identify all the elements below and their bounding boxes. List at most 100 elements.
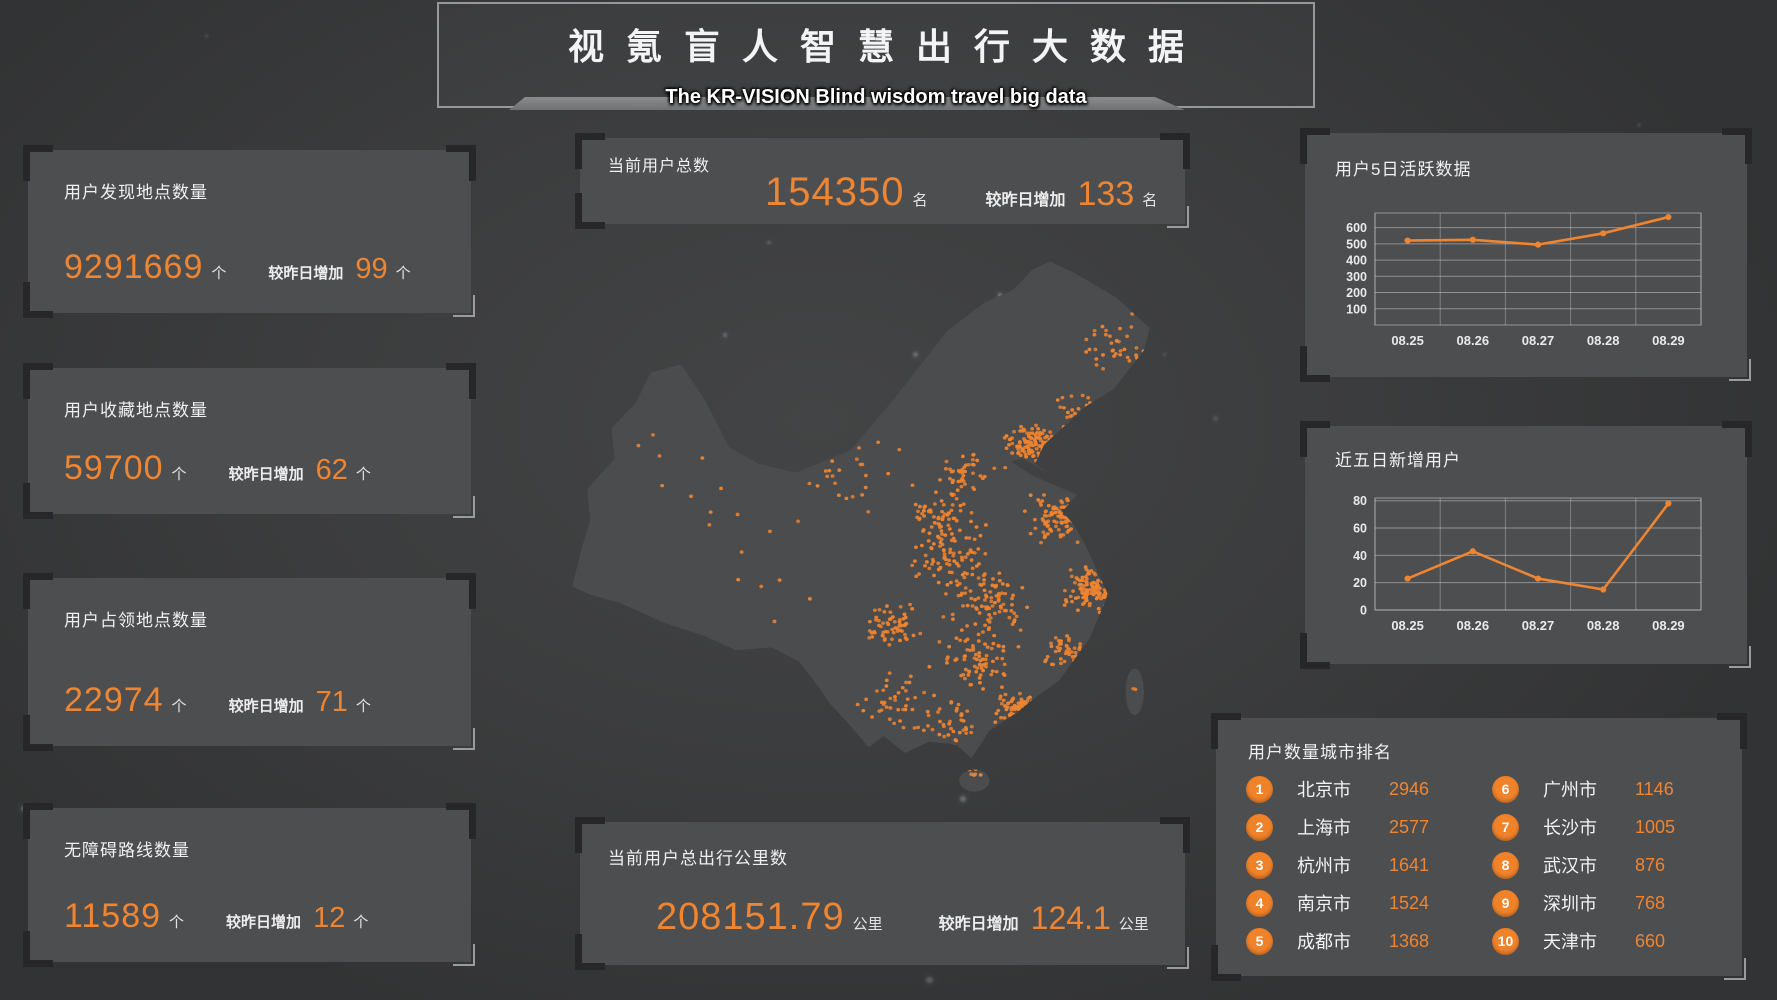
user-location-dot bbox=[1076, 525, 1081, 530]
user-location-dot bbox=[984, 595, 989, 599]
user-location-dot bbox=[1058, 657, 1063, 661]
y-axis-tick-label: 100 bbox=[1346, 302, 1367, 316]
user-location-dot bbox=[958, 503, 963, 508]
user-location-dot bbox=[977, 676, 982, 680]
user-location-dot bbox=[1055, 398, 1060, 402]
user-location-dot bbox=[951, 553, 956, 558]
user-location-dot bbox=[978, 773, 983, 777]
user-location-dot bbox=[969, 510, 974, 515]
stat-delta-label: 较昨日增加 bbox=[228, 466, 304, 483]
user-location-dot bbox=[997, 578, 1002, 583]
user-location-dot bbox=[1004, 608, 1009, 613]
user-location-dot bbox=[941, 503, 946, 507]
user-location-dot bbox=[1100, 571, 1105, 575]
user-location-dot bbox=[947, 644, 952, 649]
user-location-dot bbox=[903, 689, 908, 693]
user-location-dot bbox=[882, 638, 887, 642]
user-location-dot bbox=[958, 508, 963, 513]
user-location-dot bbox=[1031, 454, 1035, 459]
user-location-dot bbox=[1085, 503, 1090, 508]
panel-corner-tr bbox=[1722, 421, 1752, 457]
user-location-dot bbox=[879, 708, 884, 712]
user-location-dot bbox=[932, 573, 937, 578]
user-location-dot bbox=[807, 597, 812, 601]
user-location-dot bbox=[988, 590, 993, 594]
user-location-dot bbox=[976, 576, 981, 580]
rank-city-name: 上海市 bbox=[1297, 818, 1351, 838]
panel-corner-bl bbox=[1300, 346, 1330, 382]
rank-city-name: 成都市 bbox=[1297, 932, 1351, 952]
user-location-dot bbox=[1067, 636, 1071, 641]
user-location-dot bbox=[1074, 424, 1079, 428]
user-location-dot bbox=[1066, 646, 1070, 651]
user-location-dot bbox=[1041, 530, 1046, 534]
user-location-dot bbox=[974, 564, 979, 568]
user-location-dot bbox=[1005, 705, 1010, 709]
user-location-dot bbox=[957, 581, 962, 586]
user-location-dot bbox=[937, 707, 942, 711]
user-location-dot bbox=[943, 533, 948, 537]
user-location-dot bbox=[948, 547, 953, 552]
total-km-delta-value: 124.1 bbox=[1030, 900, 1111, 936]
user-location-dot bbox=[1065, 509, 1070, 514]
user-location-dot bbox=[963, 469, 968, 474]
user-location-dot bbox=[1134, 346, 1139, 350]
user-location-dot bbox=[976, 596, 981, 600]
user-location-dot bbox=[1045, 532, 1050, 536]
data-point-08.25 bbox=[1404, 237, 1411, 244]
user-location-dot bbox=[927, 566, 932, 571]
user-location-dot bbox=[920, 511, 925, 516]
user-location-dot bbox=[833, 481, 838, 486]
user-location-dot bbox=[1015, 712, 1020, 716]
panel-corner-tr bbox=[1717, 713, 1747, 749]
user-location-dot bbox=[936, 580, 941, 585]
user-location-dot bbox=[929, 546, 934, 551]
user-location-dot bbox=[1075, 661, 1080, 666]
user-location-dot bbox=[927, 664, 932, 669]
panel-corner-tl bbox=[23, 363, 53, 399]
user-location-dot bbox=[963, 586, 968, 590]
user-location-dot bbox=[969, 519, 973, 524]
user-location-dot bbox=[1071, 517, 1076, 521]
user-location-dot bbox=[1010, 622, 1015, 627]
user-location-dot bbox=[1127, 359, 1132, 363]
rank-city-name: 天津市 bbox=[1543, 932, 1597, 952]
user-location-dot bbox=[1057, 642, 1062, 646]
user-location-dot bbox=[1012, 707, 1017, 712]
rank-badge: 2 bbox=[1246, 813, 1273, 841]
user-location-dot bbox=[1016, 447, 1020, 451]
total-users-value: 154350 bbox=[765, 170, 905, 214]
user-location-dot bbox=[1070, 654, 1075, 659]
user-location-dot bbox=[1103, 591, 1108, 596]
user-location-dot bbox=[978, 582, 982, 587]
data-point-08.26 bbox=[1469, 236, 1476, 243]
user-location-dot bbox=[1003, 692, 1008, 697]
user-location-dot bbox=[982, 572, 987, 576]
user-location-dot bbox=[913, 502, 918, 507]
user-location-dot bbox=[978, 474, 983, 478]
user-location-dot bbox=[973, 767, 978, 771]
user-location-dot bbox=[1083, 565, 1088, 569]
user-location-dot bbox=[1103, 604, 1108, 608]
user-location-dot bbox=[736, 577, 741, 582]
user-location-dot bbox=[1078, 413, 1083, 418]
user-location-dot bbox=[987, 626, 992, 630]
user-location-dot bbox=[947, 558, 952, 563]
user-location-dot bbox=[1066, 504, 1071, 508]
user-location-dot bbox=[946, 523, 951, 528]
user-location-dot bbox=[887, 717, 892, 721]
panel-corner-br bbox=[1167, 947, 1189, 969]
user-location-dot bbox=[1053, 510, 1058, 515]
user-location-dot bbox=[1028, 531, 1033, 536]
panel-corner-tr bbox=[446, 573, 476, 609]
user-location-dot bbox=[1023, 715, 1027, 719]
user-location-dot bbox=[1095, 405, 1100, 409]
user-location-dot bbox=[957, 550, 962, 555]
user-location-dot bbox=[1044, 443, 1049, 447]
user-location-dot bbox=[1042, 446, 1047, 451]
user-location-dot bbox=[1065, 415, 1070, 419]
user-location-dot bbox=[969, 772, 974, 776]
user-location-dot bbox=[982, 578, 987, 582]
user-location-dot bbox=[997, 644, 1001, 648]
